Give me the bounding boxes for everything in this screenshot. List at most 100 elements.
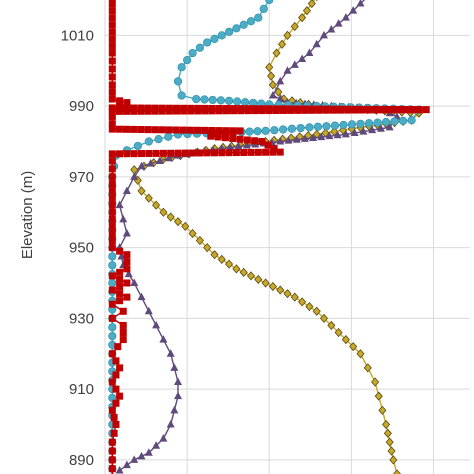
y-tick-labels: 890 910 930 950 970 990 1010 bbox=[61, 27, 94, 468]
data-point-square bbox=[116, 247, 124, 255]
data-point-circle bbox=[133, 141, 142, 151]
data-point-triangle bbox=[166, 419, 175, 428]
data-point-square bbox=[269, 148, 277, 156]
data-point-diamond bbox=[349, 342, 358, 352]
data-point-square bbox=[123, 150, 131, 158]
data-point-circle bbox=[270, 126, 279, 135]
data-point-triangle bbox=[385, 122, 394, 131]
data-point-triangle bbox=[119, 214, 128, 223]
data-point-square bbox=[108, 7, 116, 15]
data-point-circle bbox=[225, 27, 234, 36]
data-point-square bbox=[108, 378, 116, 386]
data-point-triangle bbox=[144, 448, 153, 456]
data-point-triangle bbox=[144, 306, 153, 315]
data-point-square bbox=[301, 106, 309, 114]
data-point-circle bbox=[225, 96, 234, 105]
data-point-diamond bbox=[387, 446, 396, 456]
data-point-triangle bbox=[284, 136, 293, 144]
data-point-square bbox=[287, 106, 295, 114]
data-point-triangle bbox=[298, 54, 307, 62]
data-point-triangle bbox=[325, 131, 334, 140]
data-point-diamond bbox=[203, 243, 212, 253]
data-point-diamond bbox=[302, 6, 311, 16]
data-point-triangle bbox=[137, 161, 146, 170]
data-point-circle bbox=[246, 17, 256, 26]
data-point-circle bbox=[108, 323, 117, 332]
data-point-square bbox=[247, 148, 255, 156]
data-point-diamond bbox=[210, 250, 219, 260]
data-point-square bbox=[294, 106, 302, 114]
data-point-square bbox=[112, 357, 120, 365]
data-point-square bbox=[112, 399, 120, 407]
data-point-circle bbox=[407, 116, 416, 125]
data-point-triangle bbox=[159, 335, 168, 343]
data-point-diamond bbox=[307, 0, 316, 9]
data-point-square bbox=[138, 150, 145, 158]
data-point-circle bbox=[217, 31, 226, 40]
data-point-circle bbox=[253, 127, 262, 136]
data-point-triangle bbox=[341, 13, 350, 21]
data-point-circle bbox=[188, 48, 197, 58]
data-point-diamond bbox=[312, 306, 321, 316]
data-point-circle bbox=[296, 123, 305, 133]
data-point-square bbox=[379, 106, 387, 114]
data-point-square bbox=[394, 106, 402, 114]
data-point-triangle bbox=[115, 200, 124, 209]
data-point-square bbox=[123, 99, 131, 107]
data-point-square bbox=[358, 106, 366, 114]
data-point-square bbox=[218, 149, 226, 157]
data-point-diamond bbox=[159, 207, 168, 217]
data-point-square bbox=[108, 57, 116, 65]
data-point-square bbox=[229, 134, 237, 142]
data-point-triangle bbox=[276, 136, 285, 145]
data-point-triangle bbox=[124, 269, 133, 278]
data-point-diamond bbox=[383, 428, 392, 438]
y-tick-label: 990 bbox=[69, 98, 94, 115]
data-point-square bbox=[108, 65, 116, 73]
data-point-square bbox=[280, 106, 288, 114]
data-point-square bbox=[251, 137, 259, 145]
data-point-triangle bbox=[130, 455, 139, 463]
data-point-square bbox=[272, 107, 280, 115]
data-point-square bbox=[119, 329, 127, 337]
data-point-square bbox=[237, 107, 245, 115]
data-point-triangle bbox=[359, 127, 368, 135]
data-point-diamond bbox=[265, 62, 274, 72]
data-point-square bbox=[193, 126, 201, 134]
data-point-circle bbox=[239, 20, 248, 29]
data-point-square bbox=[108, 286, 116, 294]
data-point-square bbox=[408, 106, 416, 114]
data-point-square bbox=[108, 35, 116, 43]
data-point-square bbox=[108, 406, 116, 414]
data-point-square bbox=[122, 125, 130, 133]
data-point-square bbox=[115, 107, 123, 115]
data-point-triangle bbox=[312, 39, 321, 48]
y-tick-label: 950 bbox=[69, 240, 94, 257]
data-point-square bbox=[108, 0, 116, 8]
data-point-circle bbox=[364, 119, 374, 128]
data-point-triangle bbox=[115, 465, 124, 474]
data-point-square bbox=[401, 106, 409, 114]
data-point-diamond bbox=[272, 48, 281, 58]
data-point-circle bbox=[108, 261, 117, 270]
data-point-circle bbox=[390, 117, 399, 126]
data-point-square bbox=[315, 106, 323, 114]
data-point-triangle bbox=[300, 134, 309, 142]
data-point-square bbox=[365, 106, 373, 114]
data-point-circle bbox=[339, 120, 348, 130]
data-point-square bbox=[108, 300, 116, 308]
data-point-square bbox=[180, 107, 188, 115]
data-point-square bbox=[236, 127, 244, 135]
data-point-square bbox=[159, 149, 167, 157]
series-diamond bbox=[130, 0, 423, 474]
data-point-square bbox=[108, 104, 116, 112]
data-point-diamond bbox=[290, 292, 299, 302]
data-point-square bbox=[116, 297, 124, 305]
data-point-triangle bbox=[376, 124, 385, 132]
data-point-square bbox=[165, 126, 173, 134]
data-point-square bbox=[108, 14, 116, 22]
data-point-square bbox=[108, 180, 116, 188]
data-point-square bbox=[116, 97, 124, 105]
data-point-square bbox=[243, 136, 251, 144]
data-point-diamond bbox=[261, 278, 270, 288]
